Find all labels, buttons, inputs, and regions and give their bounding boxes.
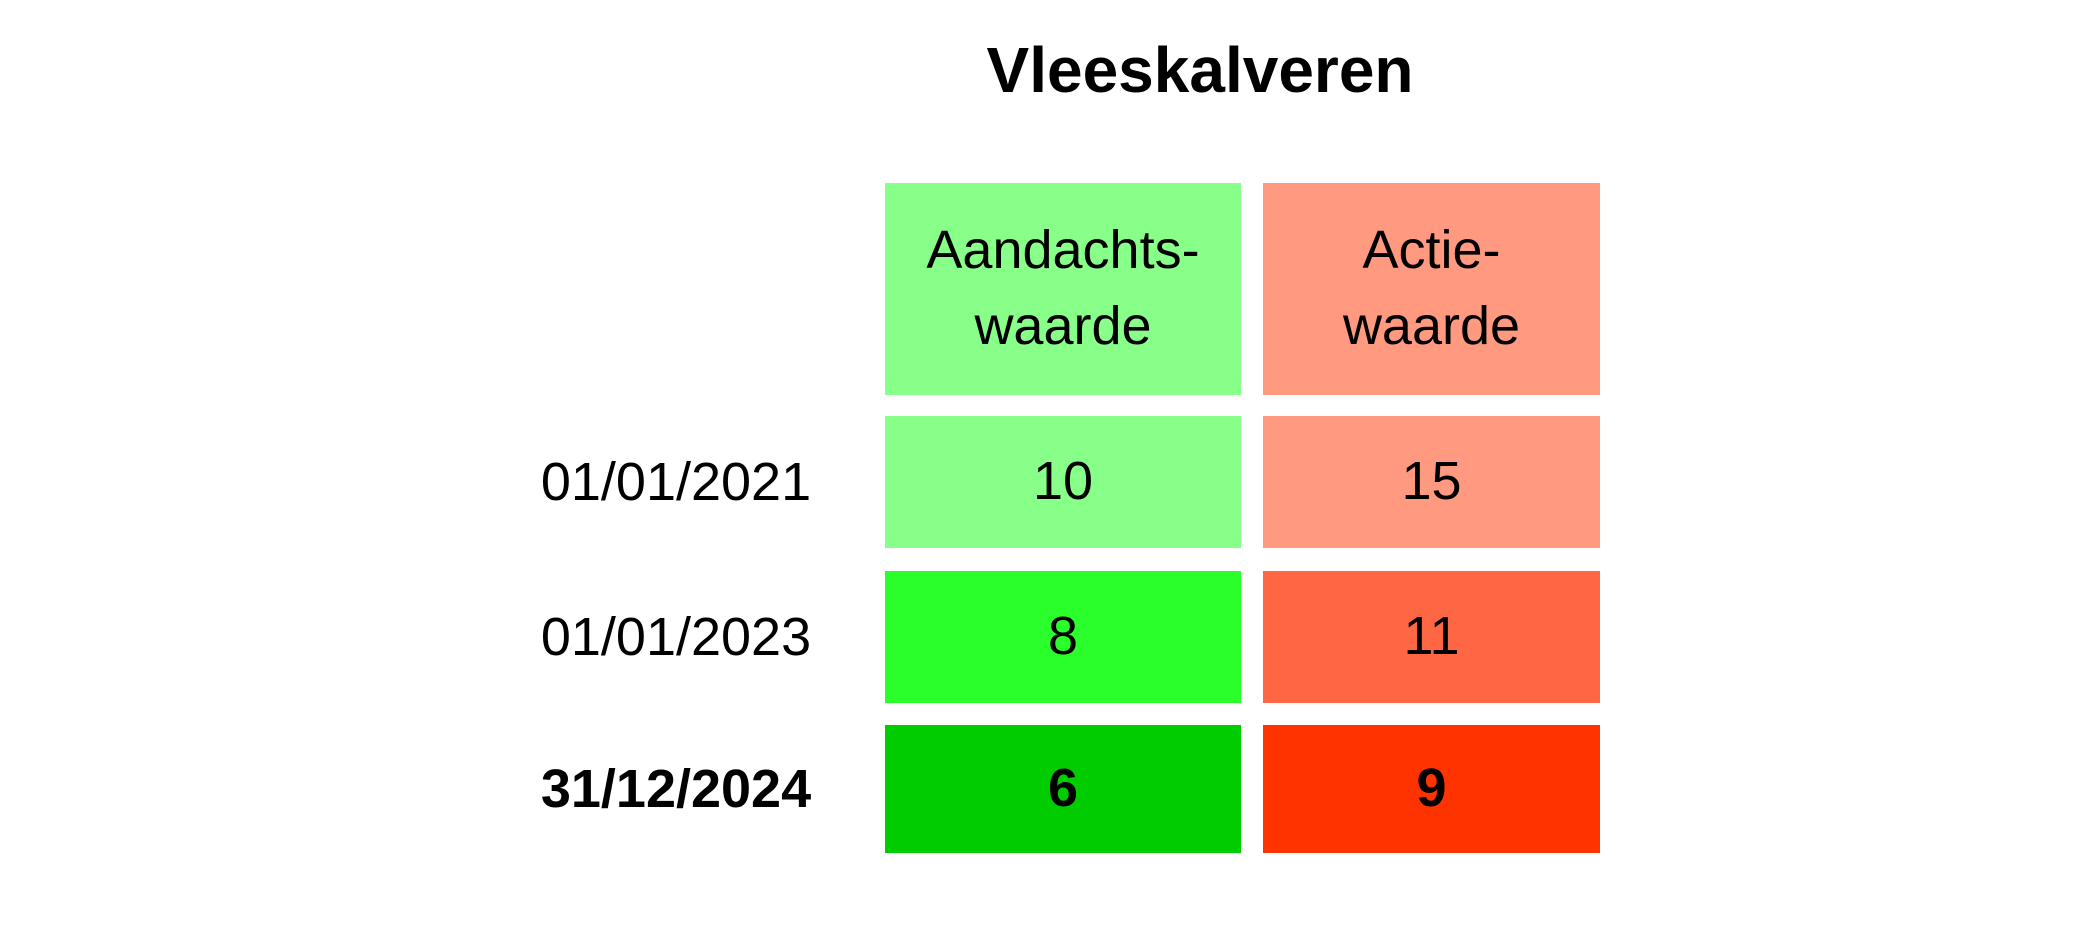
header-line: waarde: [974, 296, 1152, 356]
value-cell: 9: [1263, 725, 1600, 853]
row-date: 01/01/2021: [540, 452, 812, 512]
title: Vleeskalveren: [986, 34, 1414, 106]
row-date: 31/12/2024: [540, 759, 812, 819]
header-line: Actie-: [1362, 220, 1501, 281]
value-cell: 10: [885, 416, 1241, 548]
value-cell: 8: [885, 571, 1241, 703]
header-line: waarde: [1342, 296, 1521, 356]
header-cell: Actie- waarde: [1263, 183, 1600, 395]
value-cell: 11: [1263, 571, 1600, 703]
value-cell: 15: [1263, 416, 1600, 548]
value-cell: 6: [885, 725, 1241, 853]
row-date: 01/01/2023: [540, 607, 812, 667]
header-line: Aandachts-: [926, 220, 1200, 281]
header-cell: Aandachts- waarde: [885, 183, 1241, 395]
